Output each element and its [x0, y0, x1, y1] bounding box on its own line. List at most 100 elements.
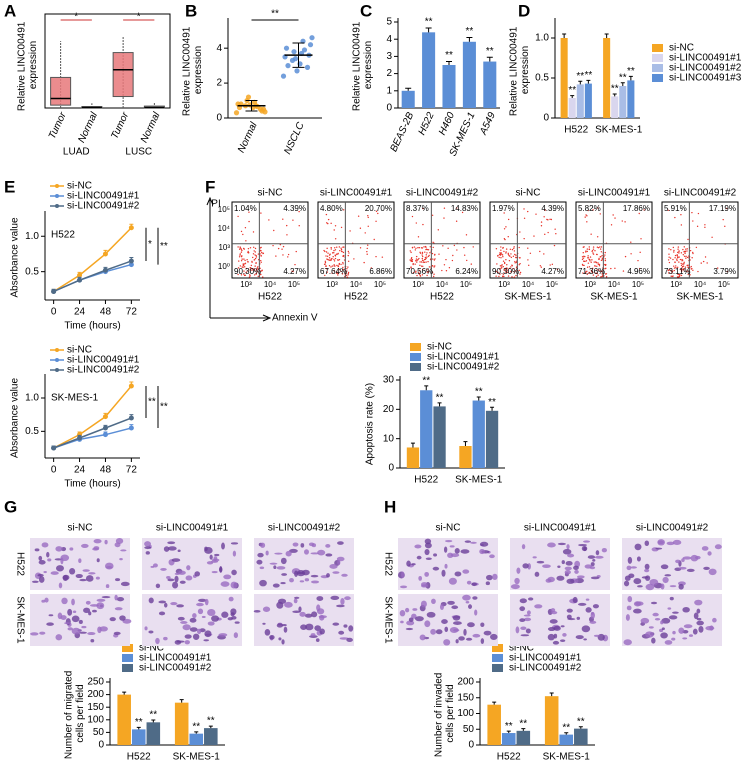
cell-stain — [120, 581, 130, 587]
cell-stain — [89, 604, 99, 607]
plot-frame — [317, 201, 395, 279]
cell-stain — [452, 615, 461, 621]
event-dot — [592, 253, 595, 255]
cell-stain — [304, 549, 309, 555]
legend-label: si-LINC00491#2 — [509, 663, 582, 674]
error-bar — [208, 725, 213, 729]
event-dot — [509, 255, 511, 257]
cell-stain — [210, 560, 219, 563]
x-axis-label: Time (hours) — [64, 479, 120, 490]
event-dot — [676, 258, 678, 260]
event-dot — [367, 216, 369, 219]
y-tick-label: 200 — [457, 677, 474, 688]
event-dot — [586, 215, 588, 217]
cell-stain — [93, 538, 102, 544]
event-dot — [333, 265, 335, 267]
event-dot — [597, 247, 600, 249]
cell-stain — [465, 637, 473, 641]
annotation: ** — [519, 718, 527, 729]
event-dot — [503, 269, 505, 271]
plot-frame — [489, 201, 567, 279]
event-dot — [505, 259, 507, 261]
event-dot — [281, 248, 283, 250]
cell-stain — [479, 549, 485, 555]
annexin-axis-arrow — [210, 314, 272, 322]
error-bar — [136, 726, 141, 730]
event-dot — [511, 276, 513, 278]
event-dot — [582, 252, 584, 254]
x-tick-label: 10⁴ — [264, 280, 277, 289]
cell-stain — [88, 572, 96, 575]
event-dot — [596, 253, 598, 256]
legend-marker — [55, 368, 59, 372]
bar — [576, 84, 584, 118]
bar — [462, 41, 476, 108]
event-dot — [421, 274, 424, 276]
error-bar — [506, 730, 511, 734]
event-dot — [422, 265, 424, 267]
event-dot — [581, 263, 584, 266]
event-dot — [366, 253, 368, 255]
event-dot — [590, 233, 592, 235]
event-dot — [582, 272, 584, 274]
event-dot — [375, 210, 378, 213]
cell-stain — [61, 597, 68, 605]
event-dot — [539, 250, 541, 253]
event-dot — [282, 218, 284, 220]
event-dot — [253, 259, 255, 261]
cell-stain — [257, 552, 264, 558]
cell-stain — [564, 566, 572, 571]
cell-stain — [203, 639, 210, 642]
event-dot — [499, 268, 501, 270]
event-dot — [592, 274, 595, 276]
annotation: ** — [611, 84, 619, 95]
event-dot — [472, 246, 474, 248]
error-bar — [151, 719, 156, 723]
event-dot — [416, 261, 418, 263]
event-dot — [505, 248, 508, 250]
cell-stain — [468, 604, 473, 609]
cell-stain — [449, 545, 455, 548]
event-dot — [597, 262, 599, 264]
x-tick-label: 0 — [51, 465, 57, 476]
event-dot — [605, 267, 607, 269]
cell-stain — [458, 636, 465, 641]
event-dot — [600, 251, 603, 253]
cell-stain — [574, 569, 579, 574]
cell-stain — [433, 553, 438, 557]
event-dot — [273, 229, 275, 232]
event-dot — [346, 276, 349, 278]
event-dot — [500, 265, 503, 267]
cell-stain — [160, 567, 167, 571]
cell-stain — [660, 620, 664, 625]
event-dot — [239, 246, 241, 248]
event-dot — [513, 246, 515, 248]
cell-stain — [562, 548, 572, 555]
quadrant-percent: 17.86% — [623, 204, 650, 213]
event-dot — [421, 268, 424, 271]
event-dot — [502, 247, 504, 249]
x-tick-label: 10³ — [412, 280, 424, 289]
cell-stain — [204, 598, 209, 606]
cell-stain — [431, 598, 436, 604]
cell-stain — [411, 563, 416, 566]
event-dot — [239, 265, 242, 267]
event-dot — [510, 271, 513, 273]
error-bar — [194, 731, 199, 734]
event-dot — [502, 260, 505, 262]
event-dot — [614, 267, 616, 270]
panel-label: A — [4, 1, 16, 20]
cell-stain — [201, 615, 206, 618]
cell-stain — [581, 546, 588, 552]
cell-stain — [283, 626, 288, 633]
event-dot — [425, 246, 427, 249]
cell-stain — [230, 542, 239, 545]
event-dot — [587, 262, 590, 264]
bar — [422, 32, 436, 108]
cell-stain — [81, 625, 87, 629]
event-dot — [447, 247, 449, 250]
y-tick-label: 50 — [93, 727, 105, 738]
cell-stain — [55, 634, 63, 641]
event-dot — [596, 272, 599, 275]
cell-stain — [412, 608, 418, 611]
